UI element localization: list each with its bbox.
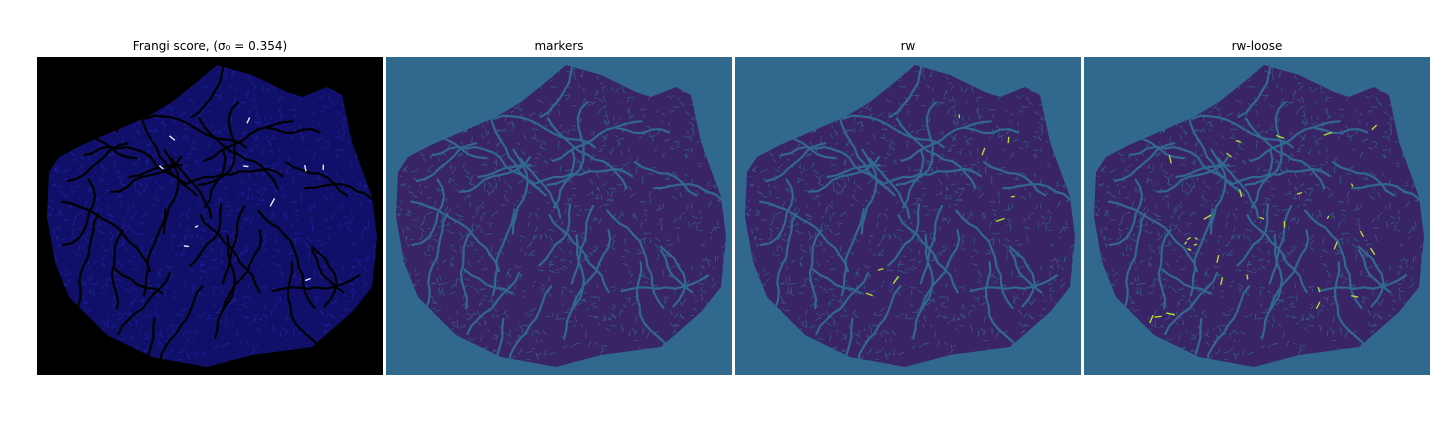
vessel-texture [1084,57,1430,375]
vessel-texture [37,57,383,375]
panel-frangi: Frangi score, (σ₀ = 0.354) [37,0,383,432]
panel-title: markers [534,39,584,53]
frangi-score-image [37,57,383,375]
panel-markers: markers [386,0,732,432]
panel-title: Frangi score, (σ₀ = 0.354) [132,39,288,53]
panel-title: rw-loose [1231,39,1283,53]
panel-rw-loose: rw-loose [1084,0,1430,432]
panel-rw: rw [735,0,1081,432]
markers-image [386,57,732,375]
vessel-texture [735,57,1081,375]
panel-title: rw [900,39,916,53]
rw-loose-image [1084,57,1430,375]
rw-image [735,57,1081,375]
vessel-texture [386,57,732,375]
